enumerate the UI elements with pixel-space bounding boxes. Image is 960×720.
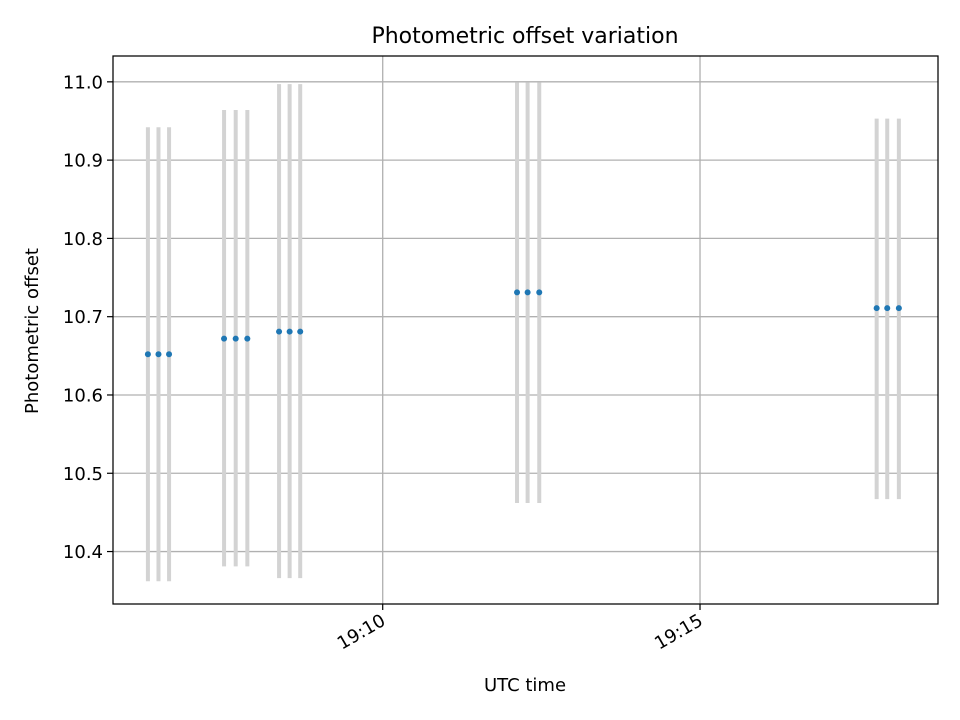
y-tick-label: 10.6	[63, 385, 103, 406]
data-points	[144, 289, 902, 358]
data-point	[286, 328, 293, 335]
data-point	[884, 305, 891, 312]
data-point	[244, 335, 251, 342]
data-point	[232, 335, 239, 342]
data-point	[873, 305, 880, 312]
data-point	[155, 351, 162, 358]
data-point	[166, 351, 173, 358]
data-point	[514, 289, 521, 296]
y-tick-label: 11.0	[63, 72, 103, 93]
data-point	[297, 328, 304, 335]
chart-title: Photometric offset variation	[371, 24, 678, 49]
y-tick-label: 10.8	[63, 229, 103, 250]
grid	[113, 56, 938, 604]
data-point	[524, 289, 531, 296]
data-point	[895, 305, 902, 312]
data-point	[221, 335, 228, 342]
y-tick-label: 10.4	[63, 542, 103, 563]
plot-area-frame	[112, 55, 939, 605]
y-tick-label: 10.5	[63, 464, 103, 485]
data-point	[144, 351, 151, 358]
y-tick-label: 10.9	[63, 151, 103, 172]
y-tick-label: 10.7	[63, 307, 103, 328]
data-point	[276, 328, 283, 335]
x-axis-title: UTC time	[484, 675, 566, 696]
data-point	[536, 289, 543, 296]
y-axis-title: Photometric offset	[22, 248, 43, 414]
